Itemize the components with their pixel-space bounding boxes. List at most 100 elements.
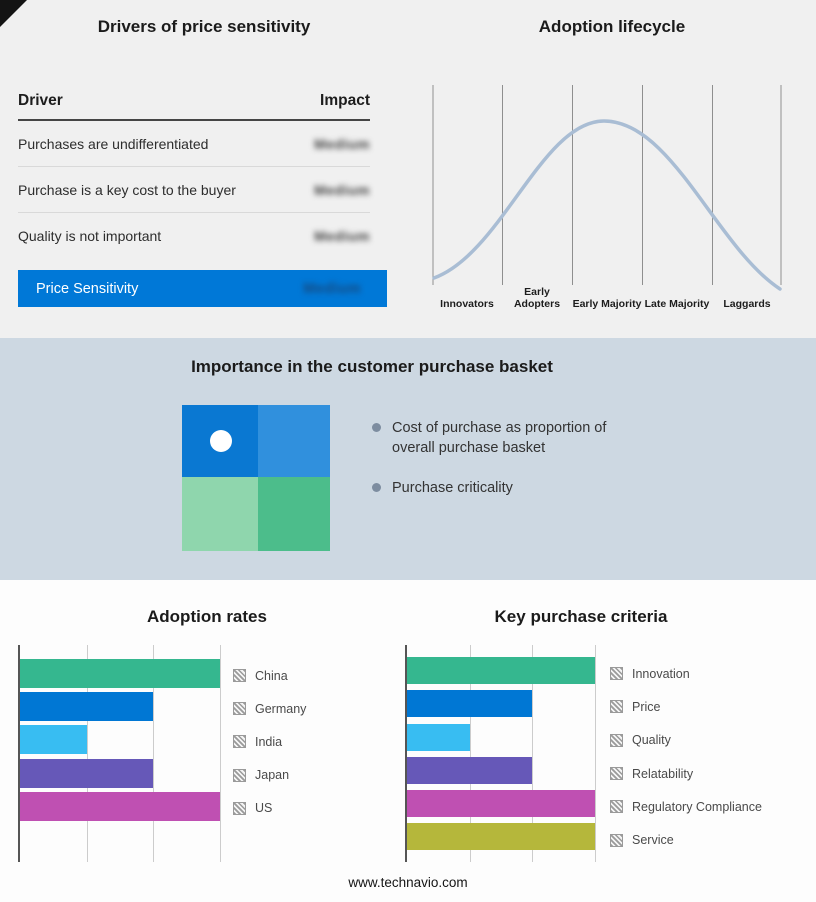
- legend-label: Regulatory Compliance: [632, 799, 762, 814]
- bar-row: [20, 725, 220, 758]
- legend-item-service: Service: [610, 823, 762, 856]
- gridline: [220, 645, 221, 862]
- quadrant-top-right: [258, 405, 330, 477]
- legend-item-japan: Japan: [233, 759, 306, 792]
- legend-item-china: China: [233, 659, 306, 692]
- driver-row: Purchases are undifferentiated Medium: [18, 121, 370, 167]
- bar-row: [407, 790, 595, 823]
- bar-row: [407, 723, 595, 757]
- drivers-table-body: Purchases are undifferentiated Medium Purc…: [18, 121, 370, 259]
- legend-swatch-icon: [610, 733, 623, 747]
- legend-label: Relatability: [632, 766, 694, 781]
- legend-swatch-icon: [610, 767, 623, 781]
- legend-swatch-icon: [233, 801, 246, 815]
- legend-label: Service: [632, 833, 674, 848]
- quadrant-top-left: [182, 405, 258, 477]
- bullet-item: Cost of purchase as proportion of overal…: [372, 418, 634, 458]
- adoption-rates-legend: China Germany India Japan US: [233, 659, 306, 825]
- bar-india: [20, 725, 87, 755]
- legend-label: Price: [632, 699, 661, 714]
- legend-label: Innovation: [632, 666, 690, 681]
- impact-value: Medium: [314, 135, 370, 152]
- gridline: [469, 645, 471, 862]
- legend-item-us: US: [233, 792, 306, 825]
- legend-item-relatability: Relatability: [610, 757, 762, 790]
- bar-us: [20, 791, 220, 821]
- driver-row: Purchase is a key cost to the buyer Mediu…: [18, 167, 370, 213]
- driver-label: Purchase is a key cost to the buyer: [18, 181, 236, 198]
- legend-item-price: Price: [610, 690, 762, 723]
- legend-label: India: [255, 734, 283, 749]
- basket-bullet-list: Cost of purchase as proportion of overal…: [372, 418, 652, 518]
- legend-item-india: India: [233, 725, 306, 758]
- drivers-title: Drivers of price sensitivity: [97, 17, 311, 36]
- bar-row: [20, 659, 220, 692]
- gridline: [153, 645, 155, 862]
- corner-decoration: [0, 0, 27, 27]
- lifecycle-title: Adoption lifecycle: [538, 17, 686, 36]
- bar-japan: [20, 758, 154, 788]
- bar-service: [407, 823, 595, 851]
- legend-swatch-icon: [610, 700, 623, 714]
- lifecycle-label-early-adopters: Early Adopters: [513, 285, 561, 310]
- lifecycle-axis-labels: Innovators Early Adopters Early Majority La…: [432, 286, 782, 310]
- legend-swatch-icon: [233, 702, 246, 716]
- driver-label: Purchases are undifferentiated: [18, 135, 209, 152]
- column-header-driver: Driver: [18, 92, 63, 109]
- quadrant-marker-dot: [210, 430, 232, 452]
- bar-price: [407, 690, 533, 718]
- adoption-rates-chart: [18, 645, 221, 862]
- drivers-table-header: Driver Impact: [18, 92, 370, 121]
- adoption-rates-bars: [20, 645, 220, 825]
- legend-label: Japan: [255, 768, 290, 783]
- bar-row: [20, 758, 220, 792]
- impact-value: Medium: [314, 228, 370, 244]
- legend-swatch-icon: [233, 735, 246, 749]
- legend-swatch-icon: [610, 800, 623, 814]
- gridlines: [432, 85, 782, 285]
- key-purchase-criteria-legend: Innovation Price Quality Relatability Regula…: [610, 657, 762, 857]
- bar-row: [20, 692, 220, 725]
- bar-relatability: [407, 756, 533, 784]
- bar-row: [407, 756, 595, 790]
- legend-swatch-icon: [610, 833, 623, 847]
- key-purchase-criteria-bars: [407, 645, 595, 857]
- legend-item-regulatory-compliance: Regulatory Compliance: [610, 790, 762, 823]
- price-sensitivity-row: Price Sensitivity Medium: [18, 270, 387, 307]
- price-sensitivity-impact-value: Medium: [303, 280, 361, 297]
- quadrant-bottom-left: [182, 477, 258, 551]
- price-sensitivity-label: Price Sensitivity: [36, 280, 139, 297]
- bar-row: [407, 657, 595, 690]
- gridline: [595, 645, 596, 862]
- bottom-section: Adoption rates Key purchase criteria Chi…: [0, 580, 816, 902]
- column-header-impact: Impact: [320, 92, 370, 109]
- bar-germany: [20, 692, 154, 722]
- driver-row: Quality is not important Medium: [18, 213, 370, 259]
- bar-quality: [407, 723, 470, 751]
- legend-item-quality: Quality: [610, 724, 762, 757]
- quadrant-bottom-right: [258, 477, 330, 551]
- basket-title: Importance in the customer purchase bask…: [191, 357, 553, 376]
- adoption-rates-title: Adoption rates: [147, 607, 267, 626]
- legend-item-germany: Germany: [233, 692, 306, 725]
- bullet-item: Purchase criticality: [372, 478, 634, 498]
- bar-china: [20, 659, 220, 688]
- legend-label: US: [255, 801, 273, 816]
- key-purchase-criteria-chart: [405, 645, 596, 862]
- legend-swatch-icon: [610, 667, 623, 681]
- bar-innovation: [407, 657, 595, 684]
- key-purchase-criteria-title: Key purchase criteria: [494, 607, 668, 626]
- gridline: [532, 645, 534, 862]
- legend-label: Germany: [255, 701, 307, 716]
- impact-value: Medium: [314, 181, 370, 198]
- adoption-lifecycle-chart: Innovators Early Adopters Early Majority La…: [432, 85, 782, 310]
- bar-row: [407, 823, 595, 856]
- purchase-basket-section: Importance in the customer purchase bask…: [0, 338, 816, 580]
- gridline: [86, 645, 88, 862]
- bar-row: [20, 791, 220, 825]
- legend-swatch-icon: [233, 669, 246, 683]
- legend-swatch-icon: [233, 768, 246, 782]
- top-section: Drivers of price sensitivity Adoption li…: [0, 0, 816, 338]
- legend-label: Quality: [632, 733, 671, 748]
- driver-label: Quality is not important: [18, 228, 162, 244]
